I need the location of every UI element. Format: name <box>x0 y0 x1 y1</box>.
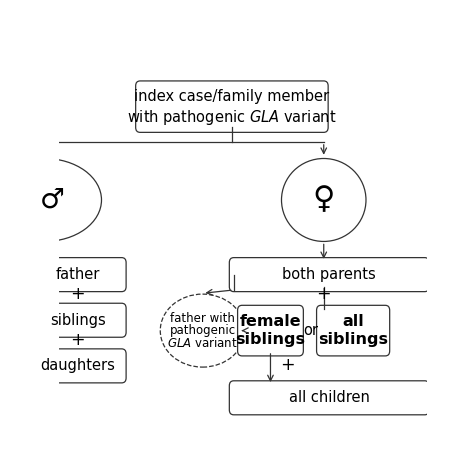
FancyBboxPatch shape <box>29 303 126 337</box>
FancyBboxPatch shape <box>136 81 328 132</box>
Text: all
siblings: all siblings <box>318 314 388 347</box>
Ellipse shape <box>282 158 366 241</box>
Text: $\mathit{GLA}$ variant: $\mathit{GLA}$ variant <box>167 336 238 350</box>
Text: +: + <box>70 285 85 303</box>
Text: both parents: both parents <box>283 267 376 282</box>
Text: father with: father with <box>170 312 235 325</box>
Ellipse shape <box>0 158 101 241</box>
Text: father: father <box>55 267 100 282</box>
Text: siblings: siblings <box>50 313 106 328</box>
FancyBboxPatch shape <box>29 258 126 292</box>
Text: with pathogenic $\mathit{GLA}$ variant: with pathogenic $\mathit{GLA}$ variant <box>127 108 337 127</box>
Text: +: + <box>317 285 331 303</box>
Text: female
siblings: female siblings <box>236 314 305 347</box>
Text: +: + <box>280 356 294 374</box>
Text: all children: all children <box>289 390 370 405</box>
FancyBboxPatch shape <box>29 349 126 383</box>
Text: ♂: ♂ <box>39 186 64 214</box>
FancyBboxPatch shape <box>237 305 303 356</box>
Text: +: + <box>70 331 85 349</box>
Text: ♀: ♀ <box>312 185 335 214</box>
FancyBboxPatch shape <box>317 305 390 356</box>
Text: daughters: daughters <box>40 358 115 374</box>
Text: index case/family member: index case/family member <box>134 89 329 104</box>
Text: or: or <box>303 323 319 338</box>
FancyBboxPatch shape <box>229 258 429 292</box>
Text: pathogenic: pathogenic <box>169 324 236 337</box>
Ellipse shape <box>160 294 245 367</box>
FancyBboxPatch shape <box>229 381 429 415</box>
